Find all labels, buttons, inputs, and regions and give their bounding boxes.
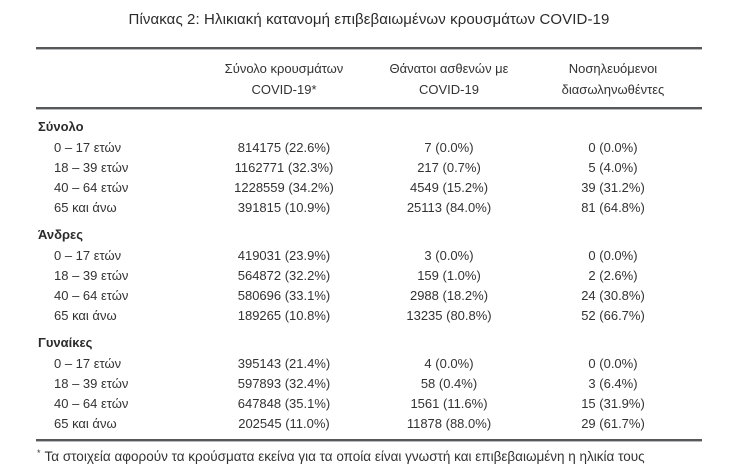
table-body: Σύνολο 0 – 17 ετών 814175 (22.6%) 7 (0.0%) 0…: [36, 116, 702, 439]
deaths-cell: 2988 (18.2%): [409, 288, 489, 303]
age-cell: 18 – 39 ετών: [54, 160, 129, 175]
table-caption: Πίνακας 2: Ηλικιακή κατανομή επιβεβαιωμέ…: [128, 11, 610, 28]
table-section: Άνδρες 0 – 17 ετών 419031 (23.9%) 3 (0.0%) 0…: [36, 224, 702, 326]
intubated-cell: 3 (6.4%): [588, 376, 638, 391]
deaths-cell: 13235 (80.8%): [406, 308, 492, 323]
deaths-cell: 4 (0.0%): [424, 356, 474, 371]
age-cell: 40 – 64 ετών: [54, 180, 129, 195]
cases-cell: 202545 (11.0%): [238, 416, 330, 431]
table-section: Γυναίκες 0 – 17 ετών 395143 (21.4%) 4 (0.0%…: [36, 332, 702, 434]
header-deaths-line2: COVID-19: [419, 82, 479, 97]
intubated-cell: 2 (2.6%): [588, 268, 638, 283]
table-row: 65 και άνω 202545 (11.0%) 11878 (88.0%) 29 …: [36, 414, 702, 434]
age-cell: 65 και άνω: [54, 416, 117, 431]
deaths-cell: 7 (0.0%): [424, 140, 474, 155]
cases-cell: 1228559 (34.2%): [234, 180, 334, 195]
intubated-cell: 5 (4.0%): [588, 160, 638, 175]
cases-cell: 580696 (33.1%): [237, 288, 331, 303]
header-intubated-line2: διασωληνωθέντες: [561, 82, 665, 97]
table-row: 65 και άνω 189265 (10.8%) 13235 (80.8%) 52 …: [36, 306, 702, 326]
intubated-cell: 39 (31.2%): [581, 180, 645, 195]
intubated-cell: 24 (30.8%): [581, 288, 645, 303]
table-top-rule: [36, 47, 702, 50]
intubated-cell: 29 (61.7%): [581, 416, 645, 431]
deaths-cell: 25113 (84.0%): [406, 200, 492, 215]
table-header-row: Σύνολο κρουσμάτων COVID-19* Θάνατοι ασθε…: [36, 50, 702, 107]
document-page: Πίνακας 2: Ηλικιακή κατανομή επιβεβαιωμέ…: [36, 0, 702, 464]
intubated-cell: 0 (0.0%): [588, 248, 638, 263]
header-cases-column: Σύνολο κρουσμάτων COVID-19*: [194, 58, 374, 100]
cases-cell: 564872 (32.2%): [237, 268, 331, 283]
table-row: 18 – 39 ετών 1162771 (32.3%) 217 (0.7%) 5 (…: [36, 158, 702, 178]
header-intubated-line1: Νοσηλευόμενοι: [568, 61, 658, 76]
header-cases-line1: Σύνολο κρουσμάτων: [224, 61, 344, 76]
deaths-cell: 4549 (15.2%): [409, 180, 489, 195]
table-row: 0 – 17 ετών 395143 (21.4%) 4 (0.0%) 0 (0.0%…: [36, 354, 702, 374]
cases-cell: 395143 (21.4%): [237, 356, 331, 371]
header-cases-line2: COVID-19*: [251, 82, 317, 97]
cases-cell: 419031 (23.9%): [237, 248, 331, 263]
header-deaths-column: Θάνατοι ασθενών με COVID-19: [374, 58, 524, 100]
age-cell: 0 – 17 ετών: [54, 248, 122, 263]
table-row: 65 και άνω 391815 (10.9%) 25113 (84.0%) 81 …: [36, 198, 702, 218]
cases-cell: 597893 (32.4%): [237, 376, 331, 391]
deaths-cell: 159 (1.0%): [417, 268, 481, 283]
cases-cell: 391815 (10.9%): [237, 200, 331, 215]
cases-cell: 189265 (10.8%): [237, 308, 331, 323]
table-row: 40 – 64 ετών 1228559 (34.2%) 4549 (15.2%) 3…: [36, 178, 702, 198]
footnote: * Τα στοιχεία αφορούν τα κρούσματα εκείνα…: [36, 448, 702, 464]
deaths-cell: 58 (0.4%): [420, 376, 478, 391]
age-cell: 0 – 17 ετών: [54, 356, 122, 371]
table-section: Σύνολο 0 – 17 ετών 814175 (22.6%) 7 (0.0%) 0…: [36, 116, 702, 218]
deaths-cell: 1561 (11.6%): [410, 396, 488, 411]
header-deaths-line1: Θάνατοι ασθενών με: [389, 61, 509, 76]
table-row: 0 – 17 ετών 814175 (22.6%) 7 (0.0%) 0 (0.0%…: [36, 138, 702, 158]
intubated-cell: 81 (64.8%): [581, 200, 645, 215]
intubated-cell: 0 (0.0%): [588, 140, 638, 155]
intubated-cell: 15 (31.9%): [581, 396, 645, 411]
deaths-cell: 11878 (88.0%): [406, 416, 492, 431]
deaths-cell: 3 (0.0%): [424, 248, 474, 263]
cases-cell: 814175 (22.6%): [237, 140, 331, 155]
section-label: Σύνολο: [38, 119, 84, 134]
intubated-cell: 52 (66.7%): [581, 308, 645, 323]
deaths-cell: 217 (0.7%): [417, 160, 481, 175]
footnote-text: Τα στοιχεία αφορούν τα κρούσματα εκείνα …: [44, 449, 645, 464]
section-label: Άνδρες: [38, 227, 83, 242]
cases-cell: 647848 (35.1%): [237, 396, 331, 411]
table-row: 0 – 17 ετών 419031 (23.9%) 3 (0.0%) 0 (0.0%…: [36, 246, 702, 266]
age-cell: 18 – 39 ετών: [54, 268, 129, 283]
table-row: 40 – 64 ετών 580696 (33.1%) 2988 (18.2%) 24…: [36, 286, 702, 306]
age-cell: 18 – 39 ετών: [54, 376, 129, 391]
age-cell: 65 και άνω: [54, 308, 117, 323]
intubated-cell: 0 (0.0%): [588, 356, 638, 371]
header-intubated-column: Νοσηλευόμενοι διασωληνωθέντες: [524, 58, 702, 100]
section-label: Γυναίκες: [38, 335, 93, 350]
footnote-marker: *: [37, 448, 41, 458]
table-row: 18 – 39 ετών 564872 (32.2%) 159 (1.0%) 2 (2…: [36, 266, 702, 286]
table-row: 18 – 39 ετών 597893 (32.4%) 58 (0.4%) 3 (6.…: [36, 374, 702, 394]
age-cell: 0 – 17 ετών: [54, 140, 122, 155]
cases-cell: 1162771 (32.3%): [234, 160, 334, 175]
age-cell: 40 – 64 ετών: [54, 396, 129, 411]
table-row: 40 – 64 ετών 647848 (35.1%) 1561 (11.6%) 15…: [36, 394, 702, 414]
age-cell: 65 και άνω: [54, 200, 117, 215]
table-bottom-rule: [36, 439, 702, 442]
age-cell: 40 – 64 ετών: [54, 288, 129, 303]
table-header-rule: [36, 107, 702, 110]
